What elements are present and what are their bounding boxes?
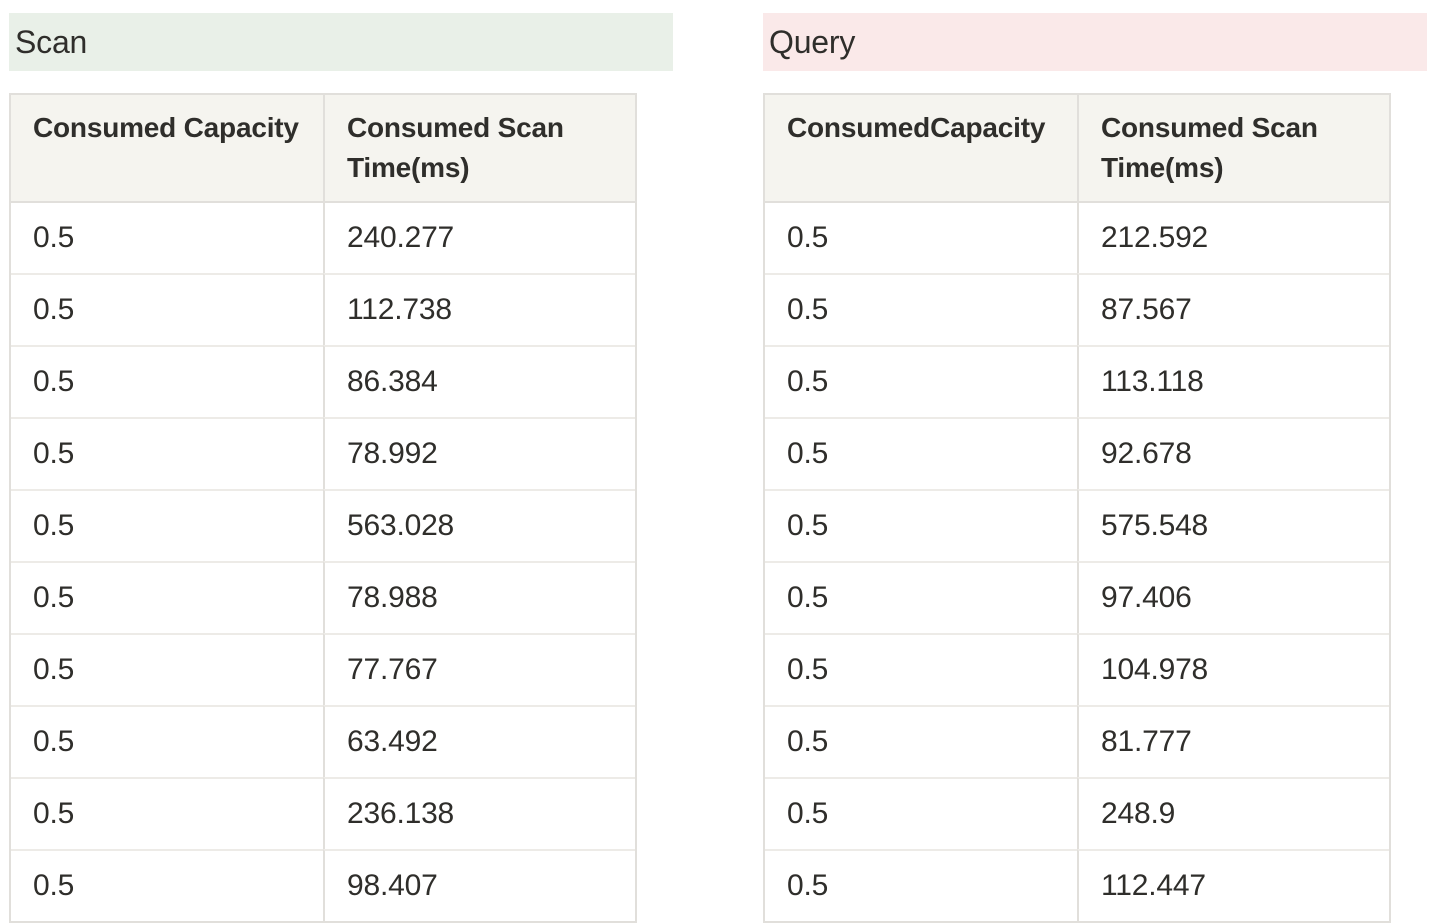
capacity-cell: 0.5 [765,849,1077,921]
scan-time-cell: 77.767 [323,633,635,705]
capacity-cell: 0.5 [765,561,1077,633]
capacity-cell: 0.5 [765,417,1077,489]
capacity-cell: 0.5 [11,705,323,777]
capacity-cell: 0.5 [11,633,323,705]
capacity-cell: 0.5 [11,417,323,489]
scan-time-cell: 112.447 [1077,849,1389,921]
scan-header-consumed-capacity: Consumed Capacity [11,95,323,203]
table-row: 0.5 81.777 [765,705,1389,777]
query-title: Query [769,23,856,60]
query-title-band: Query [763,13,1427,71]
capacity-cell: 0.5 [765,489,1077,561]
scan-time-cell: 78.988 [323,561,635,633]
capacity-cell: 0.5 [787,221,829,254]
query-table-header-row: ConsumedCapacity Consumed Scan Time(ms) [765,95,1389,203]
table-row: 0.5 575.548 [765,489,1389,561]
scan-time-cell: 81.777 [1077,705,1389,777]
scan-time-cell: 575.548 [1077,489,1389,561]
capacity-cell: 0.5 [765,345,1077,417]
capacity-cell: 0.5 [765,705,1077,777]
scan-time-cell: 112.738 [323,273,635,345]
scan-time-cell: 86.384 [323,345,635,417]
capacity-cell: 0.5 [11,849,323,921]
scan-panel: Scan Consumed Capacity Consumed Scan Tim… [9,13,673,923]
scan-time-cell: 240.277 [323,203,635,273]
table-row: 0.5 112.447 [765,849,1389,921]
capacity-cell: 0.5 [11,561,323,633]
scan-time-cell: 92.678 [1077,417,1389,489]
scan-title-band: Scan [9,13,673,71]
table-row: 0.5 77.767 [11,633,635,705]
table-row: 0.5 78.988 [11,561,635,633]
scan-time-cell: 563.028 [323,489,635,561]
table-row: 0.5 87.567 [765,273,1389,345]
scan-time-cell: 236.138 [323,777,635,849]
capacity-cell: 0.5 [11,345,323,417]
table-row: 0.5 563.028 [11,489,635,561]
table-row: 0.5 78.992 [11,417,635,489]
table-row: 0.5 92.678 [765,417,1389,489]
scan-time-cell: 113.118 [1077,345,1389,417]
query-header-consumed-scan-time: Consumed Scan Time(ms) [1077,95,1389,203]
capacity-cell: 0.5 [765,273,1077,345]
scan-time-cell: 98.407 [323,849,635,921]
scan-time-cell: 248.9 [1077,777,1389,849]
table-row: 0.5 212.592 [765,203,1389,273]
table-row: 0.5 86.384 [11,345,635,417]
scan-time-cell: 104.978 [1077,633,1389,705]
query-panel: Query ConsumedCapacity Consumed Scan Tim… [763,13,1427,923]
table-row: 0.5 236.138 [11,777,635,849]
capacity-cell: 0.5 [765,633,1077,705]
table-row: 0.5 248.9 [765,777,1389,849]
scan-title: Scan [15,23,88,60]
capacity-cell: 0.5 [33,221,75,254]
scan-time-cell: 97.406 [1077,561,1389,633]
table-row: 0.5 63.492 [11,705,635,777]
table-row: 0.5 113.118 [765,345,1389,417]
table-row: 0.5 98.407 [11,849,635,921]
table-row: 0.5 104.978 [765,633,1389,705]
capacity-cell: 0.5 [765,777,1077,849]
scan-time-cell: 63.492 [323,705,635,777]
scan-time-cell: 87.567 [1077,273,1389,345]
capacity-cell: 0.5 [11,273,323,345]
scan-time-cell: 78.992 [323,417,635,489]
scan-time-cell: 212.592 [1077,203,1389,273]
capacity-cell: 0.5 [11,777,323,849]
scan-table-header-row: Consumed Capacity Consumed Scan Time(ms) [11,95,635,203]
table-row: 0.5 240.277 [11,203,635,273]
capacity-cell: 0.5 [11,489,323,561]
table-row: 0.5 112.738 [11,273,635,345]
query-table: ConsumedCapacity Consumed Scan Time(ms) … [763,93,1391,923]
scan-table: Consumed Capacity Consumed Scan Time(ms)… [9,93,637,923]
table-row: 0.5 97.406 [765,561,1389,633]
query-header-consumed-capacity: ConsumedCapacity [765,95,1077,203]
scan-header-consumed-scan-time: Consumed Scan Time(ms) [323,95,635,203]
